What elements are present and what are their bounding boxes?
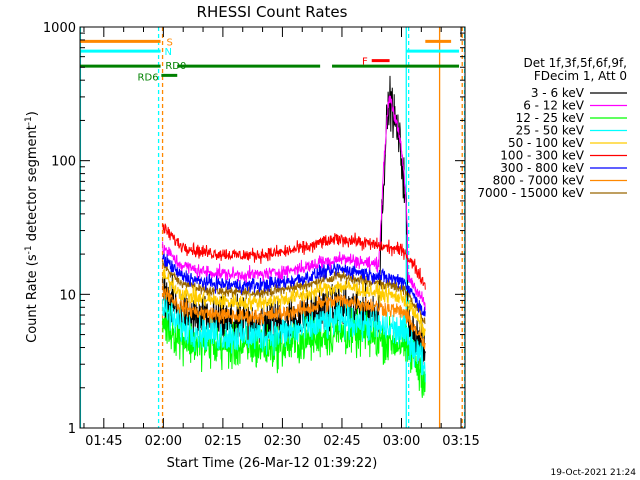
series-line-2 [162,95,426,311]
flag-bars: SN RD0 RD6 F [80,37,460,83]
series-line-4 [162,294,426,383]
x-tick-label: 02:45 [323,434,360,449]
timestamp: 19-Oct-2021 21:24 [551,468,637,478]
series-line-6 [162,223,426,290]
axes: 1 10 100 1000 01:45 02:00 02:15 02:30 02:45 03:00… [43,21,480,449]
y-axis-label: Count Rate (s-1 detector segment-1) [24,111,40,343]
series-line-8 [162,283,426,350]
legend-header-line2: FDecim 1, Att 0 [534,69,627,83]
y-tick-label: 1000 [43,21,76,36]
legend-entry-label: 50 - 100 keV [508,136,585,150]
legend-entry-label: 6 - 12 keV [523,99,585,113]
x-tick-label: 02:15 [204,434,241,449]
legend-header-line1: Det 1f,3f,5f,6f,9f, [523,56,627,70]
plot-frame [79,26,466,429]
flag-label-s: S [167,37,173,48]
x-axis-label: Start Time (26-Mar-12 01:39:22) [167,456,378,471]
x-tick-label: 02:00 [145,434,182,449]
series-lines [162,75,426,398]
y-tick-label: 100 [51,155,76,170]
series-line-5 [162,268,426,338]
series-line-7 [162,252,426,317]
flag-label-n: N [165,47,172,58]
y-tick-label: 10 [59,288,76,303]
flag-label-rd0: RD0 [165,61,186,72]
chart-title: RHESSI Count Rates [197,3,348,21]
x-tick-label: 02:30 [264,434,301,449]
series-line-1 [162,75,426,367]
legend-entry-label: 800 - 7000 keV [493,174,585,188]
flag-label-rd6: RD6 [138,72,159,83]
flag-label-f: F [362,57,368,68]
legend-entry-label: 100 - 300 keV [500,149,584,163]
legend-entry-label: 300 - 800 keV [500,161,584,175]
legend-entry-label: 3 - 6 keV [531,86,585,100]
legend-entry-label: 7000 - 15000 keV [477,186,584,200]
legend-entry-label: 25 - 50 keV [516,124,585,138]
x-tick-label: 03:15 [442,434,479,449]
x-tick-label: 03:00 [383,434,420,449]
y-tick-label: 1 [68,422,76,437]
x-tick-label: 01:45 [85,434,122,449]
legend-entry-label: 12 - 25 keV [516,111,585,125]
legend: Det 1f,3f,5f,6f,9f, FDecim 1, Att 0 3 - … [477,56,627,200]
